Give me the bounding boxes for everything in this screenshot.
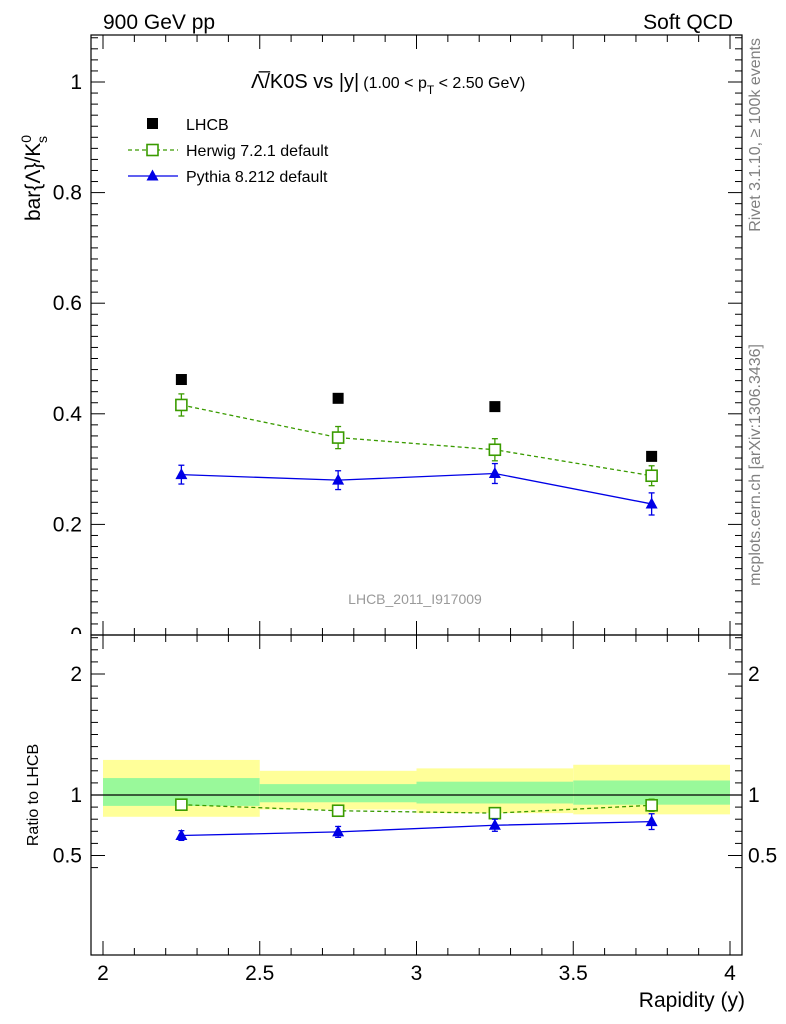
ratio-herwig-point [175,798,188,811]
x-tick-label: 2.5 [245,962,274,985]
header-left-label: 900 GeV pp [103,11,215,34]
svg-text:bar{Λ}/K0s: bar{Λ}/K0s [18,135,50,221]
ratio-pythia-point [175,829,188,841]
legend: LHCB Herwig 7.2.1 default Pythia 8.212 d… [128,117,329,186]
source-label: mcplots.cern.ch [arXiv:1306.3436] [747,344,764,586]
lhcb-point [489,401,501,413]
herwig-line [181,404,652,477]
main-title-cut-prefix: (1.00 < p [363,75,427,92]
legend-marker-pythia [146,169,159,181]
herwig-point [645,469,658,483]
legend-marker-lhcb [147,118,158,129]
y-tick-label: 0.2 [53,513,82,536]
legend-marker-herwig [146,143,159,157]
ratio-herwig-point [645,798,658,812]
x-tick-label: 3 [411,962,423,985]
lhcb-point [175,374,187,386]
main-title-cut-sub: T [427,83,435,97]
x-axis-label: Rapidity (y) [639,989,745,1012]
ratio-y-tick-label-left: 2 [70,663,82,686]
lhcb-point [332,392,344,404]
ratio-y-tick-label-right: 0.5 [748,845,777,868]
generated-marks: 2 2.5 3 3.5 4 0.2 0.4 0.6 0.8 1 0 0.5 0.5 1 1 2 2 [53,34,777,985]
ratio-pythia-line [181,820,652,837]
x-tick-label: 3.5 [559,962,588,985]
x-tick-label: 4 [724,962,736,985]
ratio-pythia-point [332,825,345,837]
rivet-version-label: Rivet 3.1.10, ≥ 100k events [747,38,764,232]
pythia-point [175,468,188,480]
legend-label-pythia: Pythia 8.212 default [186,169,328,186]
main-title: Λ̅/K0S vs |y| (1.00 < pT < 2.50 GeV) [251,70,525,97]
main-y-axis-label: bar{Λ}/K0s [18,135,50,221]
y-tick-label-zero: 0 [70,624,82,647]
y-tick-label: 0.6 [53,292,82,315]
ratio-y-tick-label-left: 1 [70,784,82,807]
header-right-label: Soft QCD [643,11,733,34]
legend-label-herwig: Herwig 7.2.1 default [186,143,329,160]
y-tick-label: 0.8 [53,182,82,205]
ratio-herwig-point [331,804,345,818]
legend-label-lhcb: LHCB [186,117,229,134]
lhcb-point [646,450,658,462]
main-title-text: Λ̅/K0S vs |y| [251,70,359,93]
pythia-point [488,467,501,479]
ratio-bands [91,759,742,817]
herwig-point [331,431,345,444]
y-tick-label: 0.4 [53,403,83,426]
ratio-pythia-point [488,818,501,830]
y-tick-label: 1 [70,71,82,94]
ratio-y-tick-label-right: 2 [748,663,760,686]
pythia-point [332,473,345,485]
pythia-point [645,497,658,509]
ratio-pythia-point [645,815,658,827]
main-y-label-text: bar{Λ}/K [22,143,45,221]
main-y-label-sup: 0 [18,135,34,143]
x-tick-label: 2 [97,962,109,985]
ratio-y-tick-label-right: 1 [748,784,760,807]
watermark-label: LHCB_2011_I917009 [348,591,482,607]
ratio-herwig-point [488,806,502,820]
ratio-y-tick-label-left: 0.5 [53,845,82,868]
herwig-point [175,398,188,412]
svg-text:Λ̅/K0S vs |y|(1.00 < pT < 2.50: Λ̅/K0S vs |y| (1.00 < pT < 2.50 GeV) [251,70,525,97]
main-y-label-sub: s [34,136,50,143]
ratio-band-inner [416,781,574,804]
pythia-line [181,472,652,505]
herwig-point [488,443,502,457]
ratio-herwig-line [181,804,652,814]
ratio-y-axis-label: Ratio to LHCB [25,744,42,846]
ratio-band-inner [259,784,417,803]
main-title-cut-suffix: < 2.50 GeV) [434,75,525,92]
